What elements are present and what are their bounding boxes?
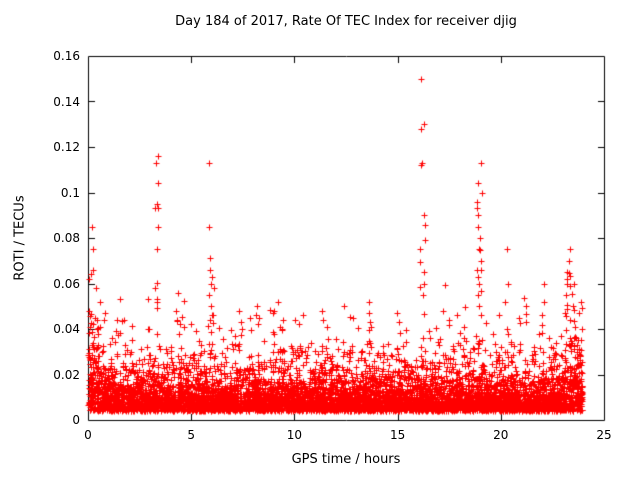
y-tick-label: 0.16 [53,49,80,63]
x-tick-label: 15 [389,428,406,442]
y-tick-label: 0.1 [60,185,80,200]
x-tick-label: 20 [493,428,509,442]
x-tick-label: 0 [84,428,92,442]
x-tick-label: 10 [286,428,303,442]
chart-title: Day 184 of 2017, Rate Of TEC Index for r… [175,14,517,29]
y-axis-label: ROTI / TECUs [12,195,28,281]
y-tick-label: 0.04 [53,322,80,336]
y-tick-label: 0.12 [53,140,80,154]
y-tick-label: 0.08 [53,231,80,245]
y-tick-label: 0.14 [53,94,80,109]
x-axis-label: GPS time / hours [291,452,401,467]
x-tick-label: 25 [596,428,612,442]
y-tick-label: 0.02 [53,367,80,382]
y-tick-label: 0.06 [53,276,80,291]
y-tick-label: 0 [72,413,80,427]
x-tick-label: 5 [187,428,196,442]
